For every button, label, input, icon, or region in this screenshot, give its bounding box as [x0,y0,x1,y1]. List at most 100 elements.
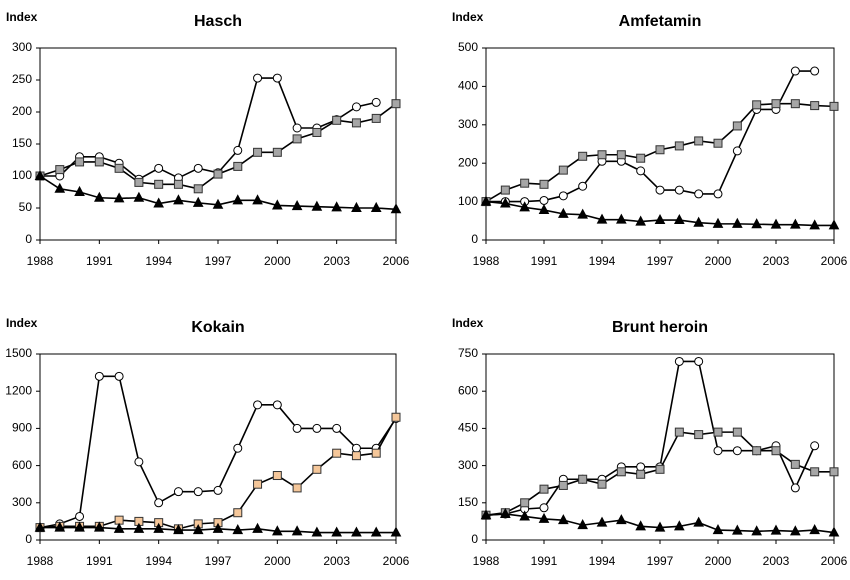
point-marker [173,179,183,189]
point-marker [154,498,164,508]
point-marker [539,195,549,205]
point-marker [655,145,665,155]
point-marker [134,177,144,187]
point-marker [810,467,820,477]
point-marker [655,464,665,474]
point-marker [371,448,381,458]
point-marker [193,184,203,194]
point-marker [253,147,263,157]
x-tick-label: 1994 [145,554,172,568]
point-marker [539,503,549,513]
point-marker [311,526,323,537]
plot-frame [485,353,835,541]
plot-frame [485,47,835,241]
y-axis-label: Index [452,10,484,24]
point-marker [770,218,782,229]
x-tick-label: 2000 [264,254,291,268]
point-marker [500,507,511,518]
point-marker [693,516,704,527]
point-marker [272,471,282,481]
point-marker [752,100,762,110]
x-tick-label: 1991 [86,254,113,268]
series-line [39,375,397,529]
y-tick-label: 400 [458,79,478,93]
point-marker [134,457,144,467]
point-marker [636,469,646,479]
point-marker [616,467,626,477]
point-marker [519,201,530,212]
point-marker [332,448,342,458]
y-tick-label: 150 [12,136,32,150]
point-marker [312,464,322,474]
point-marker [153,522,164,533]
point-marker [34,169,46,180]
x-tick-label: 1997 [647,254,674,268]
y-tick-label: 0 [25,232,32,246]
point-marker [390,526,402,537]
point-marker [790,218,801,229]
point-marker [713,427,723,437]
point-marker [732,121,742,131]
point-marker [253,73,263,83]
x-tick-label: 2003 [763,554,790,568]
point-marker [154,163,164,173]
point-marker [390,203,402,214]
point-marker [55,165,65,175]
point-marker [558,191,568,201]
point-marker [674,185,684,195]
point-marker [752,446,762,456]
point-marker [292,134,302,144]
point-marker [192,196,204,207]
x-tick-label: 1991 [531,554,558,568]
point-marker [94,157,104,167]
point-marker [232,524,244,535]
point-marker [75,157,85,167]
point-marker [770,524,782,535]
point-marker [193,163,203,173]
x-tick-label: 1994 [589,554,616,568]
point-marker [520,498,530,508]
point-marker [292,423,302,433]
point-marker [370,526,382,537]
y-tick-label: 0 [471,532,478,546]
point-marker [732,146,742,156]
y-tick-label: 600 [12,458,32,472]
point-marker [252,194,263,205]
y-tick-label: 300 [458,458,478,472]
plot-frame [39,353,397,541]
point-marker [500,185,510,195]
point-marker [351,118,361,128]
x-tick-label: 2000 [705,254,732,268]
point-marker [713,446,723,456]
point-marker [577,519,588,530]
point-marker [558,480,568,490]
point-marker [538,203,550,215]
y-tick-label: 150 [458,495,478,509]
x-tick-label: 2003 [323,554,350,568]
chart-title: Amfetamin [619,13,702,30]
point-marker [635,520,646,531]
point-marker [597,479,607,489]
point-marker [113,522,125,533]
point-marker [751,525,762,536]
y-tick-label: 100 [12,168,32,182]
point-marker [636,166,646,176]
point-marker [828,526,840,537]
point-marker [751,218,762,229]
point-marker [674,213,685,225]
point-marker [213,169,223,179]
x-tick-label: 2006 [383,254,410,268]
point-marker [272,525,283,536]
chart-title: Kokain [191,319,244,336]
point-marker [272,73,282,83]
point-marker [291,200,303,211]
point-marker [732,446,742,456]
point-marker [153,197,164,208]
point-marker [558,207,569,218]
point-marker [371,97,381,107]
point-marker [391,412,401,422]
y-tick-label: 200 [12,104,32,118]
x-tick-label: 2006 [383,554,410,568]
x-tick-label: 1991 [531,254,558,268]
